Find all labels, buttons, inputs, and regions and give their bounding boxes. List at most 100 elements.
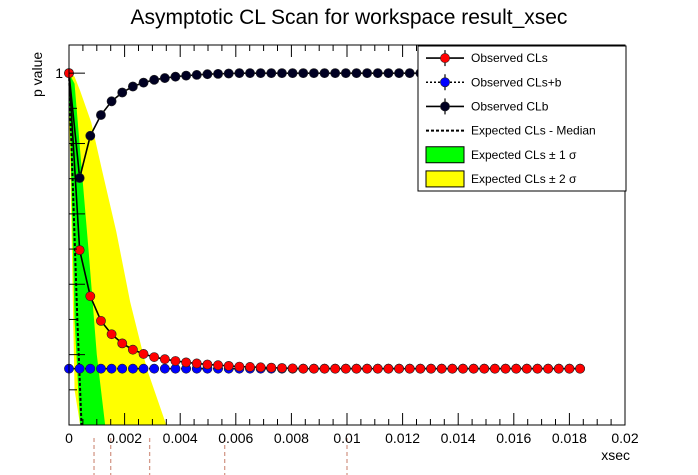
data-point-cls bbox=[149, 352, 160, 362]
data-point-clb bbox=[383, 68, 394, 79]
data-point-cls bbox=[489, 363, 500, 374]
data-point-cls bbox=[500, 363, 511, 374]
data-point-clb bbox=[372, 68, 383, 79]
legend-entry-band2: Expected CLs ± 2 σ bbox=[425, 170, 577, 188]
data-point-clb bbox=[223, 68, 234, 79]
x-tick-label: 0.014 bbox=[441, 430, 476, 446]
legend-entry-clb: Observed CLb bbox=[426, 98, 549, 115]
data-point-clb bbox=[287, 68, 298, 79]
legend: Observed CLs Observed CLs+b Observed CLb Ex… bbox=[417, 45, 627, 192]
legend-label: Observed CLs+b bbox=[471, 75, 562, 89]
data-point-cls bbox=[96, 315, 106, 326]
x-tick-label: 0.008 bbox=[274, 430, 309, 446]
data-point-cls bbox=[74, 245, 85, 256]
legend-entry-cls: Observed CLs bbox=[426, 50, 548, 67]
data-point-cls bbox=[138, 349, 149, 359]
data-point-cls bbox=[404, 363, 415, 374]
data-point-cls bbox=[426, 363, 436, 374]
legend-label: Observed CLb bbox=[471, 99, 549, 113]
data-point-cls bbox=[511, 363, 522, 374]
data-point-clb bbox=[330, 68, 341, 79]
data-point-clsb bbox=[149, 363, 160, 374]
legend-label: Expected CLs - Median bbox=[471, 124, 596, 138]
limit-marker-lines bbox=[93, 438, 348, 475]
data-point-clb bbox=[138, 77, 149, 88]
x-tick-label: 0.002 bbox=[107, 430, 142, 446]
data-point-clb bbox=[308, 68, 319, 79]
data-point-cls bbox=[85, 291, 96, 302]
data-point-clsb bbox=[106, 363, 117, 374]
data-point-clb bbox=[404, 68, 415, 79]
legend-marker bbox=[440, 77, 450, 88]
data-point-cls bbox=[266, 362, 277, 373]
data-point-clb bbox=[234, 68, 245, 79]
x-tick-label: 0 bbox=[65, 430, 73, 446]
data-point-clsb bbox=[85, 363, 96, 374]
data-point-cls bbox=[362, 363, 373, 374]
data-point-cls bbox=[394, 363, 404, 374]
chart-title: Asymptotic CL Scan for workspace result_… bbox=[131, 6, 568, 29]
data-point-clb bbox=[96, 110, 106, 120]
data-point-cls bbox=[340, 363, 351, 374]
data-point-cls bbox=[543, 363, 554, 374]
data-point-cls bbox=[287, 363, 298, 374]
series-cls bbox=[64, 68, 585, 374]
data-point-cls bbox=[106, 329, 117, 340]
expected-median bbox=[68, 73, 83, 426]
legend-marker bbox=[440, 101, 450, 112]
legend-swatch bbox=[425, 146, 465, 164]
data-point-cls bbox=[319, 363, 330, 374]
data-point-cls bbox=[553, 363, 564, 374]
data-point-cls bbox=[351, 363, 362, 374]
data-point-cls bbox=[223, 360, 234, 371]
x-tick-label: 0.018 bbox=[552, 430, 587, 446]
data-point-clb bbox=[117, 87, 128, 98]
data-point-clb bbox=[170, 71, 181, 82]
data-point-clb bbox=[149, 74, 160, 85]
data-point-cls bbox=[277, 363, 287, 373]
x-axis-label: xsec bbox=[601, 447, 630, 463]
data-point-clb bbox=[351, 68, 362, 79]
legend-entry-band1: Expected CLs ± 1 σ bbox=[425, 146, 577, 164]
data-point-clsb bbox=[74, 363, 85, 374]
expected-median-line bbox=[68, 73, 83, 426]
legend-label: Observed CLs bbox=[471, 51, 548, 65]
data-point-cls bbox=[564, 363, 575, 374]
x-tick-label: 0.004 bbox=[163, 430, 198, 446]
legend-entry-clsb: Observed CLs+b bbox=[426, 74, 562, 91]
data-point-cls bbox=[234, 361, 245, 372]
data-point-cls bbox=[117, 338, 128, 349]
data-point-cls bbox=[213, 360, 223, 371]
x-tick-label: 0.012 bbox=[385, 430, 420, 446]
data-point-cls bbox=[447, 363, 458, 374]
data-point-clb bbox=[74, 173, 85, 183]
data-point-clsb bbox=[117, 363, 128, 374]
data-point-clb bbox=[277, 68, 287, 79]
data-point-cls bbox=[468, 363, 479, 374]
legend-swatch bbox=[425, 170, 465, 188]
data-point-cls bbox=[383, 363, 394, 374]
data-point-clb bbox=[85, 130, 96, 141]
y-tick-label: 1 bbox=[55, 65, 63, 81]
data-point-clb bbox=[181, 70, 192, 81]
data-point-clb bbox=[362, 68, 373, 79]
legend-box bbox=[417, 45, 627, 192]
data-point-clb bbox=[340, 68, 351, 79]
data-point-cls bbox=[181, 357, 192, 368]
data-point-clb bbox=[127, 81, 138, 92]
data-point-clb bbox=[319, 68, 330, 79]
data-point-cls bbox=[372, 363, 383, 374]
y-axis: 1 bbox=[55, 65, 85, 426]
legend-marker bbox=[440, 53, 450, 63]
legend-entry-median: Expected CLs - Median bbox=[426, 124, 596, 138]
data-point-cls bbox=[159, 354, 170, 365]
data-point-cls bbox=[479, 363, 490, 374]
data-point-clb bbox=[394, 68, 404, 79]
data-point-cls bbox=[308, 363, 319, 374]
legend-label: Expected CLs ± 2 σ bbox=[471, 172, 577, 186]
data-point-clb bbox=[245, 68, 255, 79]
data-point-clb bbox=[266, 68, 277, 79]
data-point-clsb bbox=[96, 363, 106, 374]
x-tick-label: 0.006 bbox=[218, 430, 253, 446]
